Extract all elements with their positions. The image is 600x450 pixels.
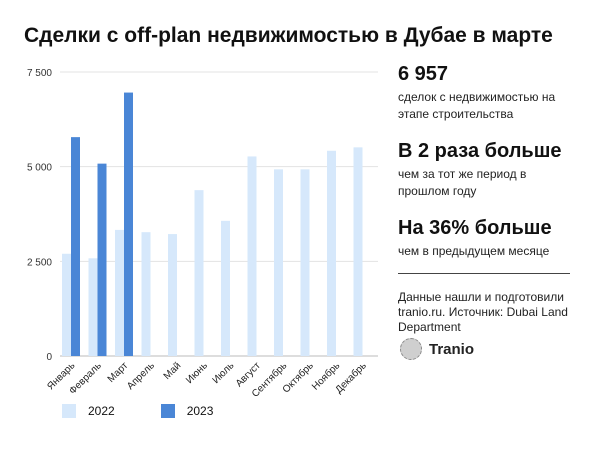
legend-swatch-2023 — [160, 404, 175, 418]
bar-2022-5 — [194, 190, 204, 356]
stat-deals-value: 6 957 — [398, 63, 449, 85]
bar-2022-4 — [168, 234, 177, 356]
stat-mom-value: На 36% больше — [398, 217, 552, 239]
stat-block-deals: 6 957 сделок с недвижимостью на этапе ст… — [398, 62, 578, 123]
divider — [398, 273, 570, 274]
bar-2023-2 — [124, 92, 133, 357]
source-note: Данные нашли и подготовили tranio.ru. Ис… — [398, 290, 568, 334]
x-tick-label: Июнь — [184, 360, 210, 386]
summary-panel: 6 957 сделок с недвижимостью на этапе ст… — [398, 62, 578, 276]
brand: Tranio — [400, 338, 474, 360]
stat-block-mom: На 36% больше чем в предыдущем месяце — [398, 216, 578, 260]
bar-2022-6 — [221, 220, 230, 356]
legend-item-2022: 2022 — [62, 404, 115, 418]
y-tick-label: 5 000 — [27, 163, 52, 174]
chart-legend: 2022 2023 — [62, 404, 259, 418]
y-tick-label: 0 — [46, 352, 52, 363]
legend-label-2022: 2022 — [88, 404, 115, 418]
stat-mom-text: чем в предыдущем месяце — [398, 244, 550, 258]
stat-yoy-text: чем за тот же период в прошлом году — [398, 167, 527, 198]
bar-2023-1 — [97, 163, 107, 356]
bar-2022-7 — [247, 156, 257, 356]
y-tick-label: 2 500 — [27, 257, 52, 268]
bar-2022-9 — [300, 169, 310, 356]
tranio-logo-icon — [400, 338, 422, 360]
y-tick-label: 7 500 — [27, 68, 52, 79]
bar-2022-2 — [115, 229, 124, 356]
x-tick-label: Апрель — [125, 360, 157, 392]
stat-yoy-value: В 2 раза больше — [398, 140, 562, 162]
bar-2022-0 — [62, 253, 71, 356]
bar-2022-1 — [88, 258, 98, 356]
stat-block-yoy: В 2 раза больше чем за тот же период в п… — [398, 139, 578, 200]
bar-2022-10 — [327, 150, 336, 356]
legend-item-2023: 2023 — [160, 404, 214, 418]
stat-deals-text: сделок с недвижимостью на этапе строител… — [398, 90, 556, 121]
bar-2023-0 — [71, 137, 80, 356]
brand-name: Tranio — [429, 340, 475, 358]
bar-2022-8 — [274, 169, 283, 356]
chart-title: Сделки с off-plan недвижимостью в Дубае … — [24, 24, 553, 47]
bar-2022-11 — [353, 147, 363, 356]
legend-label-2023: 2023 — [186, 404, 214, 418]
x-tick-label: Май — [162, 360, 184, 382]
legend-swatch-2022 — [62, 404, 76, 418]
x-tick-label: Июль — [211, 360, 237, 386]
bar-2022-3 — [141, 232, 151, 356]
